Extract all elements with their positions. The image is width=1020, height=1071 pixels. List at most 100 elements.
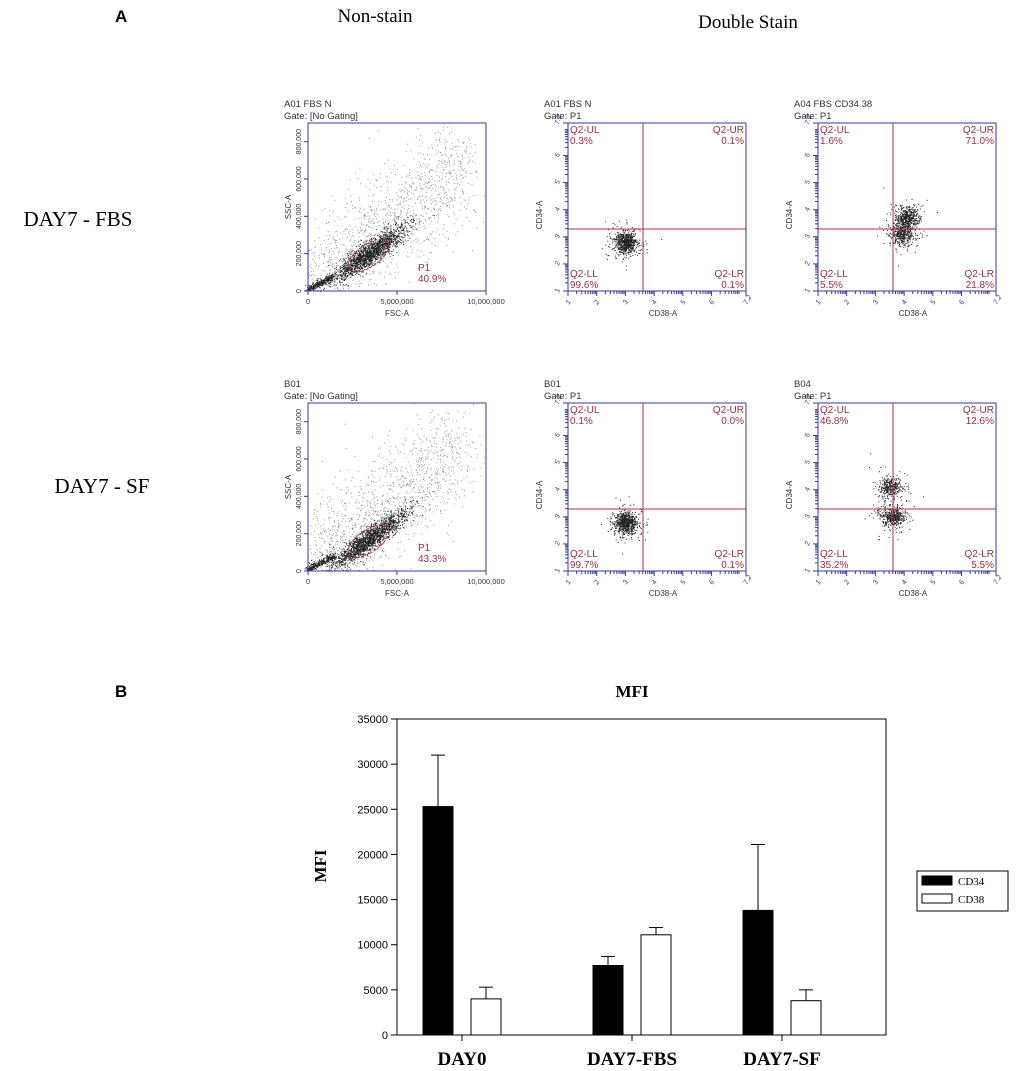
scatter-point — [912, 220, 914, 222]
scatter-point — [353, 265, 355, 267]
scatter-point — [387, 239, 389, 241]
scatter-point — [402, 232, 404, 234]
scatter-point — [358, 280, 360, 282]
scatter-point — [352, 208, 354, 210]
scatter-point — [628, 237, 630, 239]
scatter-point — [335, 284, 337, 286]
scatter-point — [346, 203, 348, 204]
scatter-point — [896, 226, 898, 228]
scatter-point — [367, 211, 369, 213]
scatter-point — [346, 209, 348, 211]
scatter-point — [639, 242, 640, 244]
scatter-point — [412, 209, 414, 211]
scatter-point — [406, 192, 408, 194]
scatter-point — [908, 233, 910, 235]
scatter-point — [898, 221, 900, 223]
scatter-point — [624, 243, 626, 245]
scatter-point — [333, 280, 335, 282]
scatter-point — [354, 218, 356, 220]
scatter-point — [416, 228, 418, 230]
y-tick-label: 5 — [554, 179, 562, 185]
scatter-point — [385, 248, 387, 250]
row-label-day7-fbs: DAY7 - FBS — [24, 207, 133, 231]
scatter-point — [888, 225, 890, 227]
scatter-point — [628, 240, 629, 242]
scatter-point — [632, 239, 634, 241]
scatter-point — [920, 206, 922, 207]
scatter-point — [899, 231, 901, 233]
scatter-point — [909, 240, 911, 242]
scatter-point — [339, 281, 341, 283]
scatter-point — [371, 244, 373, 246]
scatter-point — [359, 261, 360, 263]
scatter-point — [356, 256, 358, 258]
scatter-point — [366, 259, 368, 261]
scatter-point — [453, 159, 455, 161]
scatter-point — [405, 247, 407, 249]
scatter-point — [626, 243, 628, 245]
scatter-point — [352, 255, 354, 257]
scatter-point — [331, 274, 333, 276]
scatter-point — [365, 254, 367, 256]
scatter-point — [443, 203, 445, 204]
scatter-point — [405, 182, 407, 184]
scatter-point — [404, 198, 406, 199]
scatter-point — [375, 252, 377, 254]
scatter-point — [413, 193, 415, 195]
scatter-point — [362, 249, 364, 251]
scatter-point — [883, 229, 885, 231]
scatter-point — [916, 221, 918, 223]
scatter-point — [324, 283, 326, 285]
scatter-point — [463, 142, 464, 144]
scatter-point — [379, 252, 381, 254]
scatter-point — [381, 252, 383, 253]
scatter-point — [372, 244, 374, 245]
scatter-point — [612, 242, 613, 244]
scatter-point — [914, 220, 915, 222]
scatter-point — [903, 246, 905, 248]
scatter-point — [630, 241, 632, 243]
scatter-point — [346, 262, 348, 264]
scatter-point — [633, 249, 635, 251]
y-tick-label: 1 — [554, 288, 562, 294]
scatter-point — [898, 223, 899, 225]
scatter-point — [622, 248, 624, 250]
scatter-point — [372, 256, 374, 258]
scatter-point — [384, 227, 386, 229]
scatter-point — [342, 286, 344, 288]
scatter-point — [419, 219, 421, 221]
scatter-point — [621, 242, 623, 244]
scatter-point — [402, 228, 404, 230]
scatter-point — [897, 240, 899, 242]
scatter-point — [389, 168, 391, 170]
scatter-point — [318, 283, 320, 285]
scatter-point — [889, 212, 891, 214]
scatter-point — [449, 204, 450, 206]
scatter-point — [391, 231, 393, 233]
scatter-point — [378, 254, 380, 256]
scatter-point — [380, 173, 381, 175]
scatter-point — [376, 245, 378, 246]
scatter-point — [437, 216, 439, 218]
scatter-point — [466, 217, 468, 218]
scatter-point — [321, 283, 323, 285]
scatter-point — [312, 287, 314, 289]
scatter-point — [369, 263, 371, 265]
scatter-point — [909, 234, 911, 236]
scatter-point — [893, 243, 895, 245]
scatter-point — [890, 203, 892, 205]
scatter-point — [381, 247, 383, 249]
scatter-point — [373, 222, 374, 224]
scatter-point — [628, 236, 630, 238]
scatter-point — [467, 137, 469, 139]
scatter-point — [419, 139, 421, 141]
scatter-point — [630, 249, 632, 251]
scatter-point — [353, 235, 355, 237]
scatter-point — [338, 271, 340, 273]
scatter-point — [915, 239, 917, 241]
scatter-point — [626, 242, 628, 244]
scatter-point — [904, 212, 906, 214]
scatter-point — [329, 258, 331, 260]
scatter-point — [376, 218, 377, 220]
scatter-point — [392, 255, 394, 256]
